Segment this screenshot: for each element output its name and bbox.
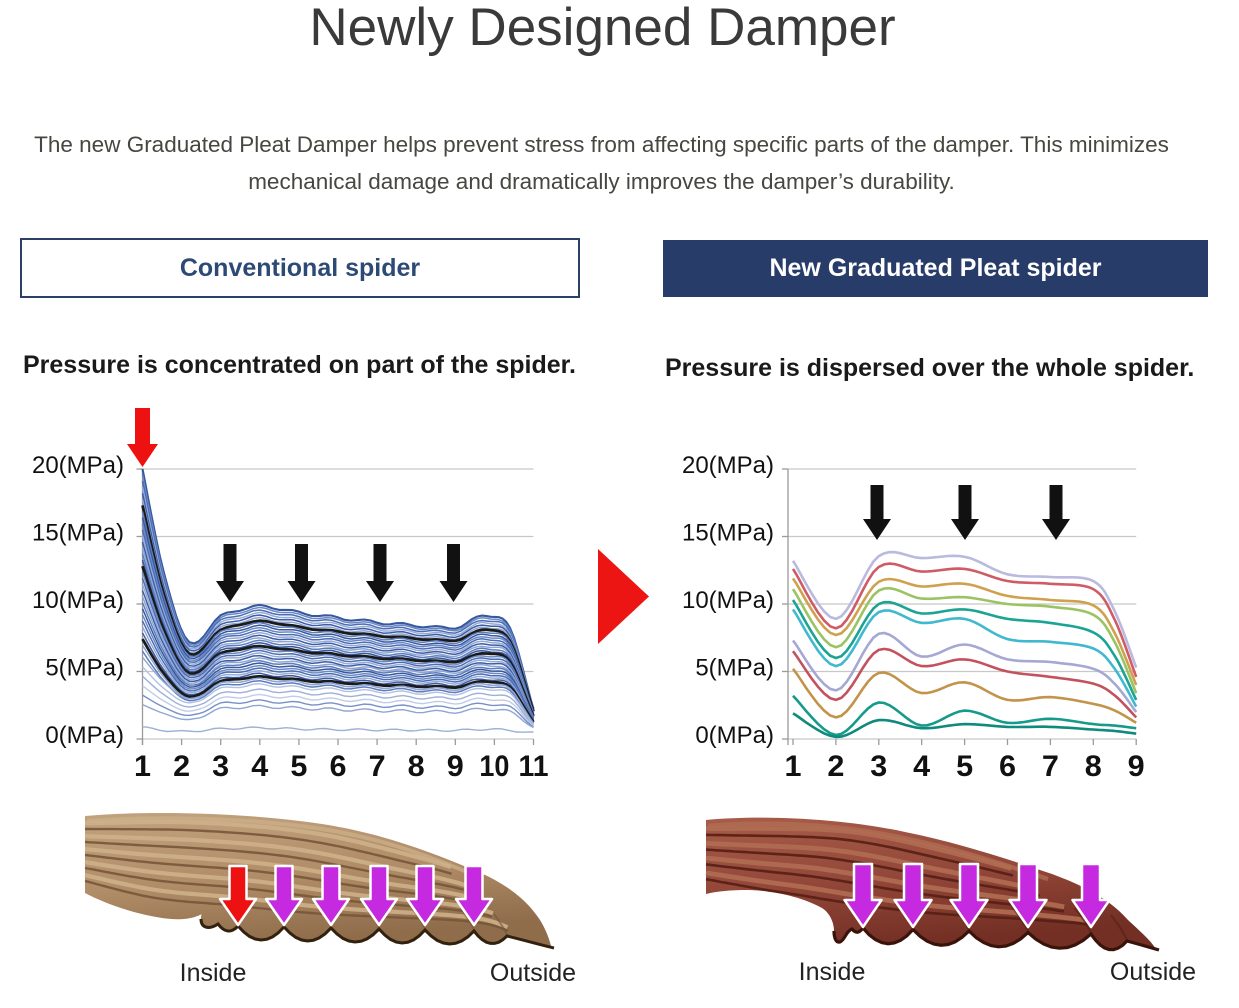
- svg-text:6: 6: [999, 750, 1016, 783]
- svg-text:Outside: Outside: [1110, 958, 1196, 986]
- svg-text:5(MPa): 5(MPa): [45, 655, 124, 682]
- svg-text:4: 4: [251, 750, 268, 783]
- svg-text:8: 8: [1085, 750, 1102, 783]
- svg-text:5(MPa): 5(MPa): [695, 655, 774, 682]
- svg-text:1: 1: [134, 750, 151, 783]
- svg-text:10(MPa): 10(MPa): [32, 587, 124, 614]
- svg-text:9: 9: [1128, 750, 1145, 783]
- svg-text:7: 7: [1042, 750, 1059, 783]
- svg-text:2: 2: [827, 750, 844, 783]
- svg-text:11: 11: [519, 750, 549, 783]
- svg-text:20(MPa): 20(MPa): [32, 452, 124, 479]
- svg-text:9: 9: [447, 750, 464, 783]
- svg-text:15(MPa): 15(MPa): [682, 520, 774, 547]
- svg-text:Inside: Inside: [180, 959, 247, 987]
- svg-text:3: 3: [212, 750, 229, 783]
- svg-text:5: 5: [290, 750, 307, 783]
- svg-text:10: 10: [479, 750, 509, 783]
- svg-text:Outside: Outside: [490, 959, 576, 987]
- svg-text:10(MPa): 10(MPa): [682, 587, 774, 614]
- svg-text:0(MPa): 0(MPa): [45, 722, 124, 749]
- svg-text:3: 3: [870, 750, 887, 783]
- svg-text:Inside: Inside: [799, 958, 866, 986]
- svg-text:6: 6: [330, 750, 347, 783]
- svg-text:1: 1: [785, 750, 802, 783]
- svg-text:4: 4: [913, 750, 930, 783]
- svg-text:8: 8: [408, 750, 425, 783]
- svg-text:15(MPa): 15(MPa): [32, 520, 124, 547]
- svg-text:20(MPa): 20(MPa): [682, 452, 774, 479]
- svg-text:5: 5: [956, 750, 973, 783]
- svg-text:0(MPa): 0(MPa): [695, 722, 774, 749]
- svg-text:2: 2: [173, 750, 190, 783]
- svg-text:7: 7: [369, 750, 386, 783]
